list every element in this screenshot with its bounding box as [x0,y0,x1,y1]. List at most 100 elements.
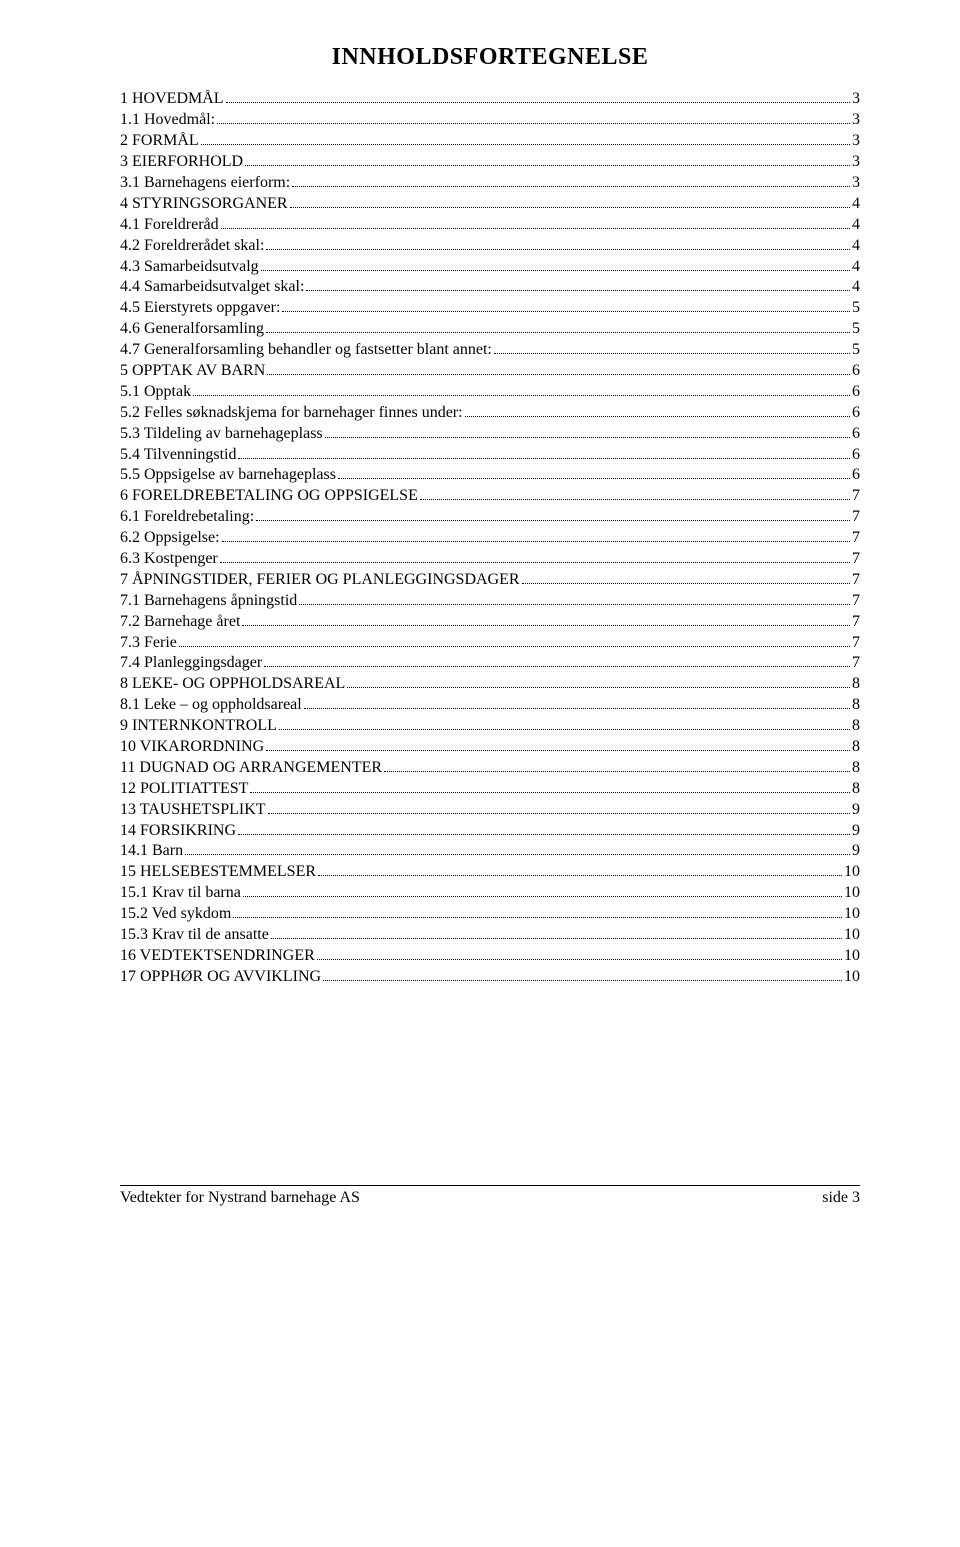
toc-leader-dots [290,193,850,207]
toc-entry-page: 7 [852,509,860,525]
toc-leader-dots [494,340,850,354]
toc-entry-label: 15.1 Krav til barna [120,885,241,901]
toc-entry-page: 8 [852,760,860,776]
toc-entry-page: 8 [852,676,860,692]
toc-row: 14.1 Barn9 [120,841,860,859]
toc-row: 12 POLITIATTEST 8 [120,778,860,796]
toc-entry-page: 10 [844,948,860,964]
table-of-contents: 1 HOVEDMÅL31.1 Hovedmål:32 FORMÅL33 EIER… [120,89,860,985]
toc-leader-dots [221,214,850,228]
toc-entry-label: 15 HELSEBESTEMMELSER [120,864,316,880]
toc-leader-dots [299,590,850,604]
toc-entry-page: 3 [852,133,860,149]
toc-entry-page: 8 [852,718,860,734]
toc-leader-dots [226,89,850,103]
toc-row: 6 FORELDREBETALING OG OPPSIGELSE7 [120,486,860,504]
toc-leader-dots [185,841,850,855]
toc-entry-label: 8.1 Leke – og oppholdsareal [120,697,302,713]
toc-entry-page: 4 [852,279,860,295]
toc-row: 5.3 Tildeling av barnehageplass6 [120,423,860,441]
toc-row: 9 INTERNKONTROLL8 [120,716,860,734]
toc-row: 11 DUGNAD OG ARRANGEMENTER 8 [120,758,860,776]
toc-row: 15.2 Ved sykdom 10 [120,904,860,922]
toc-row: 7.4 Planleggingsdager7 [120,653,860,671]
toc-row: 8.1 Leke – og oppholdsareal 8 [120,695,860,713]
toc-leader-dots [261,256,850,270]
toc-entry-page: 7 [852,488,860,504]
toc-entry-page: 6 [852,363,860,379]
toc-row: 4.6 Generalforsamling5 [120,319,860,337]
toc-leader-dots [243,883,842,897]
toc-leader-dots [193,381,850,395]
toc-leader-dots [282,298,850,312]
toc-entry-page: 9 [852,823,860,839]
toc-entry-page: 5 [852,342,860,358]
toc-leader-dots [279,716,850,730]
toc-entry-label: 15.2 Ved sykdom [120,906,231,922]
toc-entry-label: 6.1 Foreldrebetaling: [120,509,254,525]
toc-entry-label: 6.2 Oppsigelse: [120,530,220,546]
toc-entry-label: 5.4 Tilvenningstid [120,447,236,463]
toc-entry-page: 6 [852,467,860,483]
toc-entry-label: 2 FORMÅL [120,133,199,149]
toc-entry-label: 7.3 Ferie [120,635,177,651]
toc-leader-dots [267,361,850,375]
toc-row: 10 VIKARORDNING8 [120,737,860,755]
toc-entry-page: 10 [844,885,860,901]
toc-entry-label: 4.6 Generalforsamling [120,321,264,337]
toc-entry-label: 8 LEKE- OG OPPHOLDSAREAL [120,676,345,692]
toc-leader-dots [522,569,850,583]
toc-entry-label: 5.2 Felles søknadskjema for barnehager f… [120,405,463,421]
toc-leader-dots [325,423,850,437]
toc-entry-page: 4 [852,217,860,233]
toc-row: 6.1 Foreldrebetaling: 7 [120,507,860,525]
toc-entry-page: 8 [852,781,860,797]
toc-row: 8 LEKE- OG OPPHOLDSAREAL 8 [120,674,860,692]
toc-entry-page: 9 [852,843,860,859]
toc-leader-dots [384,758,850,772]
toc-entry-page: 8 [852,697,860,713]
toc-entry-label: 12 POLITIATTEST [120,781,248,797]
toc-entry-page: 10 [844,927,860,943]
toc-entry-page: 6 [852,405,860,421]
toc-row: 7 ÅPNINGSTIDER, FERIER OG PLANLEGGINGSDA… [120,569,860,587]
toc-row: 6.2 Oppsigelse: 7 [120,528,860,546]
toc-entry-page: 7 [852,635,860,651]
toc-leader-dots [238,444,850,458]
toc-entry-label: 3.1 Barnehagens eierform: [120,175,290,191]
toc-leader-dots [220,549,850,563]
toc-entry-label: 4 STYRINGSORGANER [120,196,288,212]
toc-leader-dots [266,737,850,751]
toc-leader-dots [179,632,850,646]
toc-entry-label: 4.5 Eierstyrets oppgaver: [120,300,280,316]
toc-entry-label: 4.3 Samarbeidsutvalg [120,259,259,275]
toc-entry-label: 1 HOVEDMÅL [120,91,224,107]
toc-row: 6.3 Kostpenger7 [120,549,860,567]
toc-leader-dots [233,904,842,918]
toc-leader-dots [256,507,850,521]
toc-entry-page: 7 [852,530,860,546]
toc-entry-page: 10 [844,864,860,880]
toc-leader-dots [266,235,850,249]
toc-entry-label: 7.2 Barnehage året [120,614,240,630]
toc-entry-label: 3 EIERFORHOLD [120,154,243,170]
toc-row: 1.1 Hovedmål:3 [120,110,860,128]
toc-row: 15.1 Krav til barna 10 [120,883,860,901]
toc-entry-label: 5.3 Tildeling av barnehageplass [120,426,323,442]
footer-page-number: 3 [852,1189,860,1206]
toc-entry-page: 9 [852,802,860,818]
footer-right: side 3 [822,1189,860,1207]
toc-entry-page: 4 [852,259,860,275]
toc-leader-dots [271,925,842,939]
toc-entry-label: 10 VIKARORDNING [120,739,264,755]
toc-entry-page: 5 [852,300,860,316]
toc-row: 7.3 Ferie 7 [120,632,860,650]
toc-entry-page: 4 [852,238,860,254]
toc-leader-dots [238,820,850,834]
toc-entry-label: 11 DUGNAD OG ARRANGEMENTER [120,760,382,776]
toc-entry-label: 5 OPPTAK AV BARN [120,363,265,379]
toc-row: 4.7 Generalforsamling behandler og fasts… [120,340,860,358]
toc-entry-page: 10 [844,906,860,922]
toc-entry-page: 7 [852,655,860,671]
toc-row: 14 FORSIKRING9 [120,820,860,838]
